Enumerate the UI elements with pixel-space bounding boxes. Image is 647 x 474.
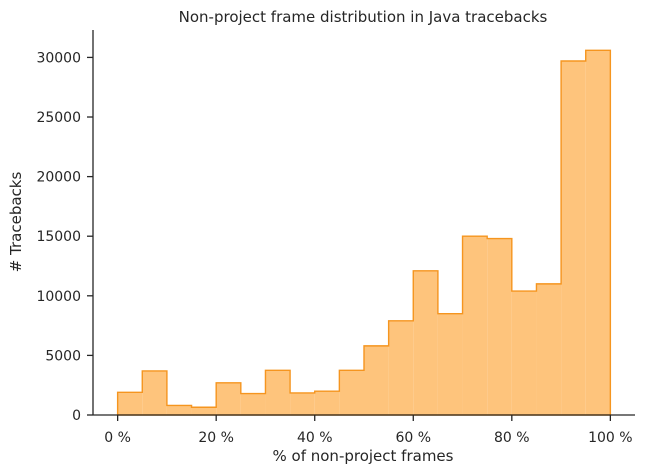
y-axis-title: # Tracebacks	[7, 172, 25, 273]
histogram-bar	[191, 407, 217, 415]
histogram-outline	[116, 49, 612, 416]
histogram-bar	[265, 370, 291, 415]
histogram-bar	[314, 391, 340, 415]
x-tick-label: 40 %	[297, 430, 333, 446]
x-tick-label: 0 %	[104, 430, 131, 446]
histogram-bar	[462, 236, 488, 415]
histogram-bar	[487, 238, 512, 415]
histogram-bar	[117, 392, 143, 415]
y-tick-label: 25000	[36, 110, 81, 126]
y-tick-label: 30000	[36, 50, 81, 66]
histogram-bar	[339, 370, 364, 415]
histogram-bar	[290, 392, 315, 415]
x-tick-label: 20 %	[198, 430, 234, 446]
plot-area	[116, 49, 612, 416]
histogram-bar	[511, 291, 537, 415]
histogram-bar	[561, 60, 586, 415]
histogram-bar	[166, 405, 192, 415]
histogram-bar	[437, 313, 463, 415]
axes: 0 % 20 % 40 % 60 % 80 % 100 % 0 5000 10000 15000 2…	[36, 30, 635, 446]
histogram-bar	[585, 50, 611, 416]
y-tick-label: 15000	[36, 229, 81, 245]
histogram-bar	[536, 283, 562, 415]
histogram-bar	[388, 320, 414, 415]
x-tick-label: 80 %	[494, 430, 530, 446]
x-tick-label: 100 %	[588, 430, 632, 446]
histogram-bar	[240, 393, 266, 415]
x-tick-label: 60 %	[395, 430, 431, 446]
histogram-bar	[413, 270, 438, 415]
y-tick-label: 20000	[36, 170, 81, 186]
y-tick-label: 10000	[36, 289, 81, 305]
histogram-bar	[142, 370, 167, 415]
x-axis-title: % of non-project frames	[273, 447, 454, 465]
histogram-bar	[216, 382, 241, 415]
y-tick-label: 0	[72, 408, 81, 424]
histogram-bar	[364, 345, 389, 415]
y-tick-label: 5000	[45, 348, 81, 364]
chart-title: Non-project frame distribution in Java t…	[179, 8, 548, 26]
